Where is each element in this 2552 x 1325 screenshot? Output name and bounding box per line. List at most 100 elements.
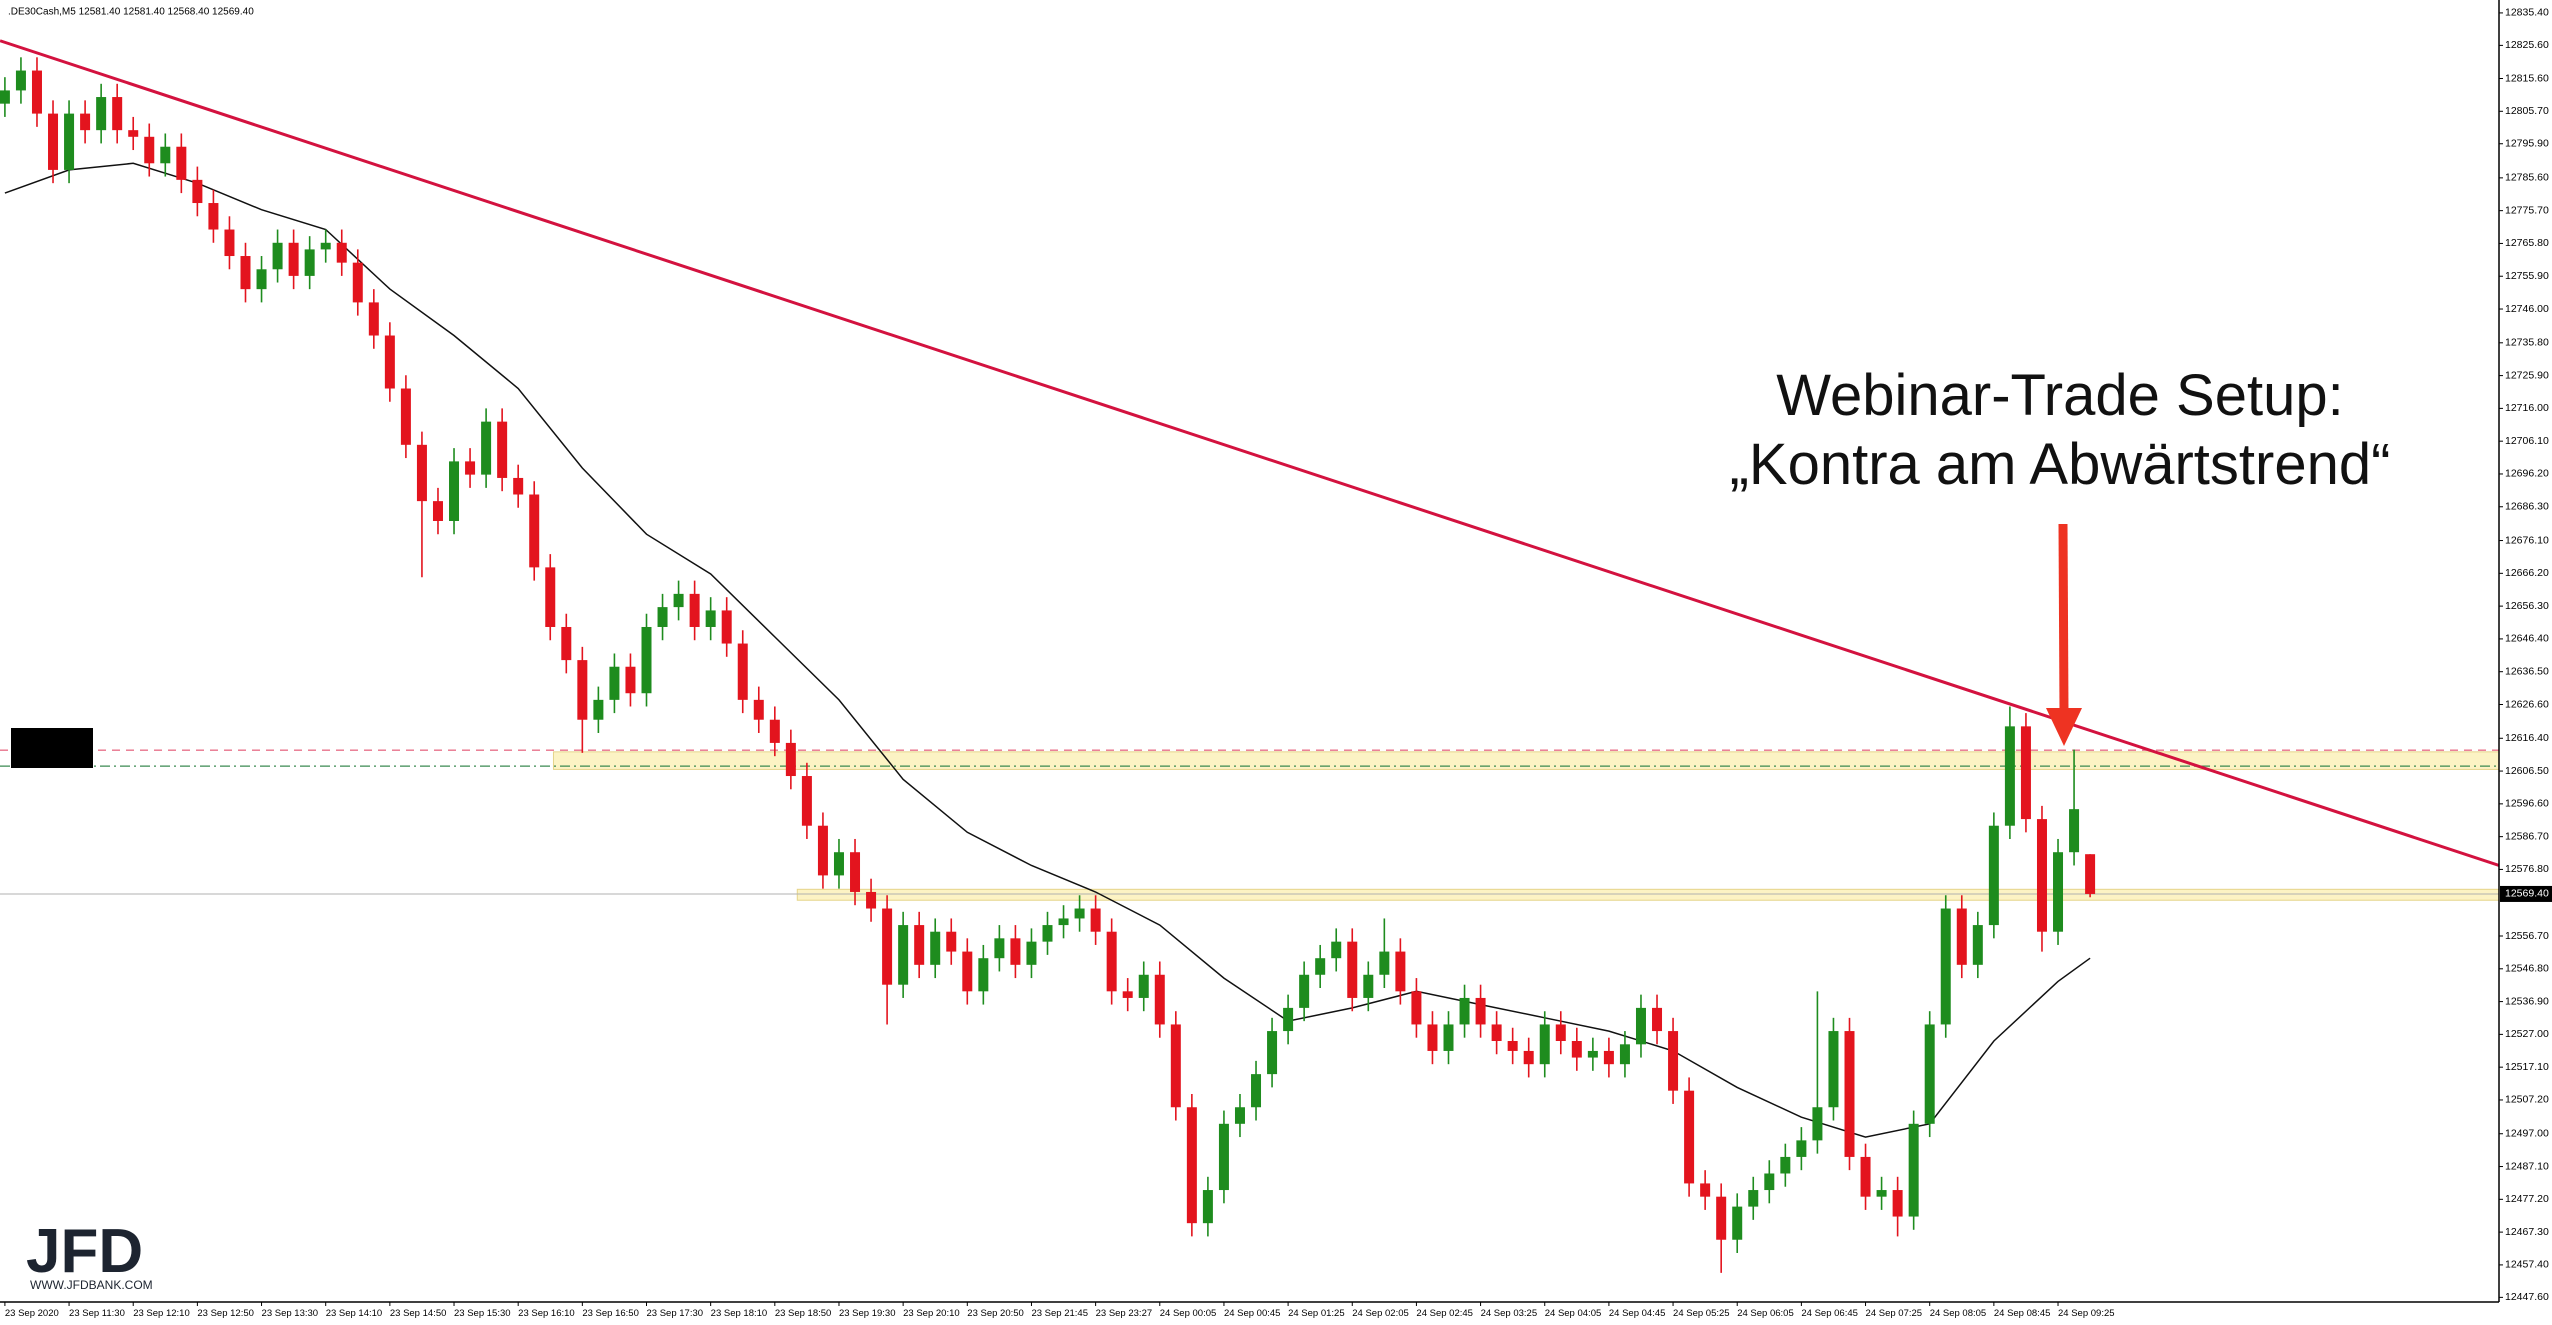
candle-body <box>465 461 476 475</box>
x-tick-label: 23 Sep 20:50 <box>967 1308 1024 1319</box>
candle-body <box>160 146 171 164</box>
chart-header: .DE30Cash,M5 12581.40 12581.40 12568.40 … <box>8 7 254 18</box>
candle-body <box>1267 1031 1278 1075</box>
candle-body <box>1539 1024 1550 1065</box>
y-tick-label: 12735.80 <box>2505 337 2549 349</box>
candle-body <box>705 610 716 627</box>
x-tick-label: 23 Sep 17:30 <box>647 1308 704 1319</box>
x-tick-label: 23 Sep 2020 <box>5 1308 59 1319</box>
x-tick-label: 23 Sep 21:45 <box>1031 1308 1088 1319</box>
x-tick-label: 23 Sep 12:10 <box>133 1308 190 1319</box>
candle-body <box>1395 951 1406 992</box>
candle-body <box>1828 1031 1839 1108</box>
candle-body <box>1058 918 1069 926</box>
x-tick-label: 23 Sep 14:50 <box>390 1308 447 1319</box>
candle-body <box>1876 1190 1887 1197</box>
x-tick-label: 23 Sep 18:10 <box>711 1308 768 1319</box>
y-tick-label: 12795.90 <box>2505 138 2549 150</box>
y-tick-label: 12457.40 <box>2505 1259 2549 1271</box>
candle-body <box>1138 974 1149 998</box>
y-tick-label: 12546.80 <box>2505 963 2549 975</box>
candle-body <box>866 891 877 909</box>
x-tick-label: 23 Sep 14:10 <box>326 1308 383 1319</box>
logo-url: WWW.JFDBANK.COM <box>30 1278 153 1292</box>
candle-body <box>1956 908 1967 965</box>
y-tick-label: 12646.40 <box>2505 633 2549 645</box>
candle-body <box>577 660 588 720</box>
y-tick-label: 12815.60 <box>2505 72 2549 84</box>
x-tick-label: 23 Sep 13:30 <box>262 1308 319 1319</box>
candle-body <box>1443 1024 1454 1051</box>
candle-body <box>256 269 267 290</box>
candle-body <box>1684 1090 1695 1184</box>
candle-body <box>625 666 636 694</box>
candle-body <box>1732 1206 1743 1240</box>
candle-body <box>1748 1190 1759 1207</box>
candle-body <box>112 97 123 131</box>
candle-body <box>1074 908 1085 919</box>
x-tick-label: 23 Sep 23:27 <box>1096 1308 1153 1319</box>
y-tick-label: 12507.20 <box>2505 1094 2549 1106</box>
x-tick-label: 24 Sep 05:25 <box>1673 1308 1730 1319</box>
candle-body <box>400 388 411 445</box>
candle-body <box>882 908 893 985</box>
y-tick-label: 12576.80 <box>2505 863 2549 875</box>
y-tick-label: 12676.10 <box>2505 534 2549 546</box>
candle-body <box>368 302 379 336</box>
candle-body <box>416 444 427 502</box>
candle-body <box>31 70 42 114</box>
candle-body <box>1507 1041 1518 1051</box>
candle-body <box>1122 991 1133 998</box>
candle-body <box>1427 1024 1438 1051</box>
candle-body <box>1555 1024 1566 1042</box>
candle-body <box>336 242 347 263</box>
candle-body <box>1780 1156 1791 1174</box>
candle-body <box>1026 941 1037 965</box>
candle-body <box>48 113 59 170</box>
candle-body <box>432 501 443 521</box>
y-tick-label: 12487.10 <box>2505 1160 2549 1172</box>
candle-body <box>721 610 732 644</box>
candle-body <box>689 593 700 627</box>
candle-body <box>1315 958 1326 975</box>
candle-body <box>529 494 540 568</box>
y-tick-label: 12477.20 <box>2505 1193 2549 1205</box>
y-tick-label: 12765.80 <box>2505 237 2549 249</box>
candle-body <box>96 97 107 131</box>
x-tick-label: 24 Sep 04:05 <box>1545 1308 1602 1319</box>
x-tick-label: 24 Sep 03:25 <box>1481 1308 1538 1319</box>
candle-body <box>1860 1156 1871 1197</box>
candle-body <box>1652 1007 1663 1032</box>
candle-body <box>1972 925 1983 965</box>
candle-body <box>978 958 989 992</box>
y-tick-label: 12666.20 <box>2505 567 2549 579</box>
y-tick-label: 12556.70 <box>2505 930 2549 942</box>
candle-body <box>1347 941 1358 998</box>
candle-body <box>1924 1024 1935 1124</box>
candle-body <box>1379 951 1390 975</box>
candle-body <box>176 146 187 180</box>
candle-body <box>641 626 652 694</box>
x-tick-label: 23 Sep 16:50 <box>582 1308 639 1319</box>
arrow <box>2046 523 2082 746</box>
candle-body <box>1411 991 1422 1025</box>
x-tick-label: 24 Sep 00:45 <box>1224 1308 1281 1319</box>
candle-body <box>1571 1041 1582 1058</box>
arrow-head <box>2046 708 2082 746</box>
x-tick-label: 23 Sep 15:30 <box>454 1308 511 1319</box>
candle-body <box>833 852 844 876</box>
candle-body <box>1716 1196 1727 1240</box>
x-tick-label: 24 Sep 02:05 <box>1352 1308 1409 1319</box>
last-price-label: 12569.40 <box>2505 888 2549 900</box>
candle-body <box>64 113 75 170</box>
y-tick-label: 12656.30 <box>2505 600 2549 612</box>
annotation-line: „Kontra am Abwärtstrend“ <box>1730 432 2391 497</box>
candle-body <box>1283 1007 1294 1032</box>
annotation-line: Webinar-Trade Setup: <box>1776 363 2343 428</box>
candle-body <box>320 242 331 250</box>
candle-body <box>304 249 315 276</box>
x-tick-label: 24 Sep 08:45 <box>1994 1308 2051 1319</box>
candle-body <box>15 70 26 91</box>
